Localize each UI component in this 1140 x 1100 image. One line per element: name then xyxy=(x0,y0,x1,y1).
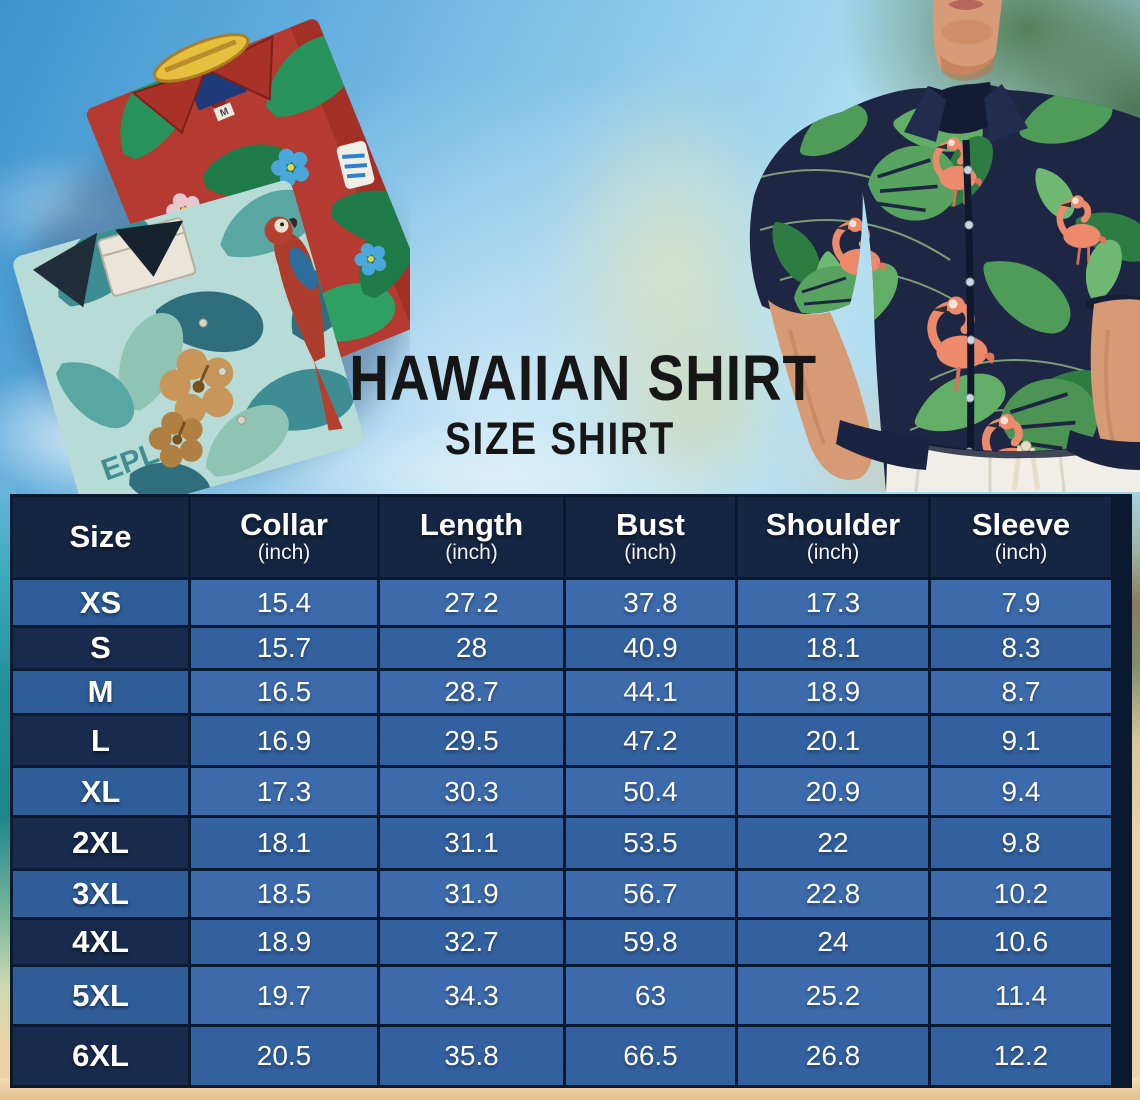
column-header-bust: Bust (inch) xyxy=(566,497,735,577)
value-cell: 16.5 xyxy=(191,671,377,713)
value-cell: 9.8 xyxy=(931,818,1111,868)
column-label: Length xyxy=(419,506,524,542)
folded-shirts-photo: M xyxy=(0,0,438,521)
value-cell: 11.4 xyxy=(931,967,1111,1024)
value-cell: 34.3 xyxy=(380,967,563,1024)
value-cell: 18.9 xyxy=(738,671,928,713)
column-label: Sleeve xyxy=(971,506,1071,542)
value-cell: 7.9 xyxy=(931,580,1111,625)
value-cell: 10.2 xyxy=(931,871,1111,917)
teal-shirt: EPL xyxy=(13,179,366,521)
value-cell: 35.8 xyxy=(380,1027,563,1085)
parrot-wing xyxy=(289,247,317,290)
value-cell: 8.7 xyxy=(931,671,1111,713)
size-cell-l: L xyxy=(13,716,188,765)
model-lips xyxy=(948,0,984,10)
column-header-shoulder: Shoulder (inch) xyxy=(738,497,928,577)
model-arms xyxy=(768,299,1140,481)
value-cell: 30.3 xyxy=(380,768,563,815)
value-cell: 50.4 xyxy=(566,768,735,815)
shirt-placket xyxy=(962,139,975,489)
column-label: Collar xyxy=(240,506,328,542)
value-cell: 22 xyxy=(738,818,928,868)
value-cell: 26.8 xyxy=(738,1027,928,1085)
value-cell: 25.2 xyxy=(738,967,928,1024)
value-cell: 18.1 xyxy=(738,628,928,668)
size-chart-table: Size Collar (inch) Length (inch) Bust (i… xyxy=(10,494,1132,1088)
teal-shirt-collar xyxy=(32,232,98,308)
value-cell: 19.7 xyxy=(191,967,377,1024)
column-unit: (inch) xyxy=(624,541,677,565)
parrot-tail xyxy=(314,361,343,431)
column-header-size: Size xyxy=(13,497,188,577)
value-cell: 28 xyxy=(380,628,563,668)
value-cell: 66.5 xyxy=(566,1027,735,1085)
column-unit: (inch) xyxy=(994,541,1048,565)
column-label: Size xyxy=(69,518,132,554)
value-cell: 9.4 xyxy=(931,768,1111,815)
value-cell: 15.7 xyxy=(191,628,377,668)
column-unit: (inch) xyxy=(445,541,498,565)
value-cell: 59.8 xyxy=(566,920,735,964)
size-cell-4xl: 4XL xyxy=(13,920,188,964)
value-cell: 24 xyxy=(738,920,928,964)
value-cell: 18.9 xyxy=(191,920,377,964)
value-cell: 53.5 xyxy=(566,818,735,868)
page-title: HAWAIIAN SHIRT xyxy=(349,342,817,414)
column-header-length: Length (inch) xyxy=(380,497,563,577)
page-subtitle: SIZE SHIRT xyxy=(444,413,676,464)
value-cell: 18.5 xyxy=(191,871,377,917)
value-cell: 18.1 xyxy=(191,818,377,868)
column-unit: (inch) xyxy=(257,541,311,565)
value-cell: 27.2 xyxy=(380,580,563,625)
model-illustration xyxy=(749,0,1140,492)
value-cell: 9.1 xyxy=(931,716,1111,765)
flamingo-shirt xyxy=(749,82,1140,492)
value-cell: 37.8 xyxy=(566,580,735,625)
column-label: Bust xyxy=(616,506,685,542)
value-cell: 20.1 xyxy=(738,716,928,765)
model-photo xyxy=(690,0,1140,492)
teal-shirt-collar xyxy=(115,220,184,277)
value-cell: 63 xyxy=(566,967,735,1024)
column-unit: (inch) xyxy=(806,541,860,565)
value-cell: 16.9 xyxy=(191,716,377,765)
value-cell: 28.7 xyxy=(380,671,563,713)
value-cell: 8.3 xyxy=(931,628,1111,668)
size-cell-s: S xyxy=(13,628,188,668)
folded-shirts-illustration: M xyxy=(13,16,438,521)
size-cell-xl: XL xyxy=(13,768,188,815)
value-cell: 20.9 xyxy=(738,768,928,815)
value-cell: 15.4 xyxy=(191,580,377,625)
size-cell-3xl: 3XL xyxy=(13,871,188,917)
value-cell: 29.5 xyxy=(380,716,563,765)
value-cell: 17.3 xyxy=(191,768,377,815)
column-label: Shoulder xyxy=(765,506,901,542)
value-cell: 44.1 xyxy=(566,671,735,713)
red-shirt-size-tag-text: M xyxy=(219,106,231,119)
red-shirt-size-tag xyxy=(213,102,235,122)
size-cell-xs: XS xyxy=(13,580,188,625)
value-cell: 17.3 xyxy=(738,580,928,625)
value-cell: 40.9 xyxy=(566,628,735,668)
value-cell: 31.9 xyxy=(380,871,563,917)
column-header-collar: Collar (inch) xyxy=(191,497,377,577)
value-cell: 32.7 xyxy=(380,920,563,964)
value-cell: 12.2 xyxy=(931,1027,1111,1085)
value-cell: 31.1 xyxy=(380,818,563,868)
value-cell: 10.6 xyxy=(931,920,1111,964)
size-cell-6xl: 6XL xyxy=(13,1027,188,1085)
value-cell: 20.5 xyxy=(191,1027,377,1085)
value-cell: 56.7 xyxy=(566,871,735,917)
size-cell-2xl: 2XL xyxy=(13,818,188,868)
title-block: HAWAIIAN SHIRT SIZE SHIRT xyxy=(315,342,817,464)
value-cell: 47.2 xyxy=(566,716,735,765)
size-cell-5xl: 5XL xyxy=(13,967,188,1024)
size-cell-m: M xyxy=(13,671,188,713)
value-cell: 22.8 xyxy=(738,871,928,917)
column-header-sleeve: Sleeve (inch) xyxy=(931,497,1111,577)
